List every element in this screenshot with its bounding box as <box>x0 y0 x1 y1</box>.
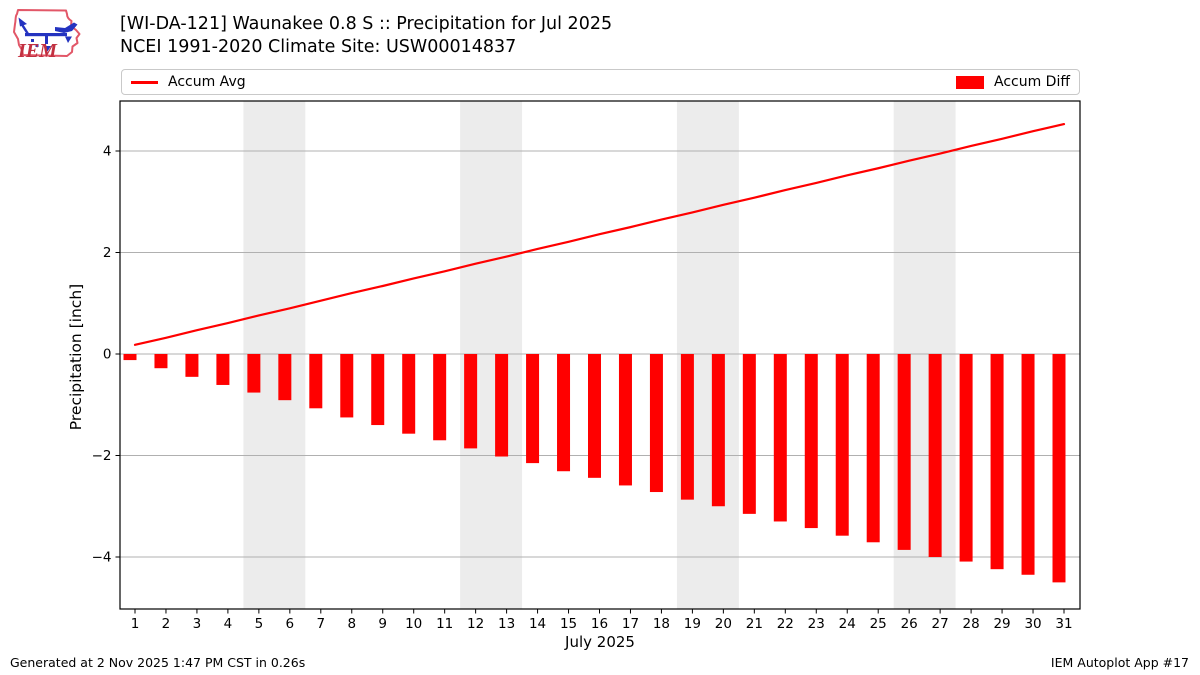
svg-text:20: 20 <box>715 616 732 632</box>
svg-text:4: 4 <box>103 144 112 160</box>
accum-avg-label: Accum Avg <box>168 74 246 90</box>
svg-text:28: 28 <box>963 616 980 632</box>
generated-timestamp: Generated at 2 Nov 2025 1:47 PM CST in 0… <box>10 655 306 670</box>
svg-text:0: 0 <box>103 347 112 363</box>
chart-subtitle: NCEI 1991-2020 Climate Site: USW00014837 <box>120 37 517 57</box>
x-axis-label: July 2025 <box>565 633 635 651</box>
svg-text:4: 4 <box>224 616 233 632</box>
accum-diff-rect-swatch <box>955 75 984 89</box>
svg-text:16: 16 <box>591 616 608 632</box>
legend: Accum Avg Accum Diff <box>121 69 1080 95</box>
legend-item-accum-diff: Accum Diff <box>955 74 1070 90</box>
accum-avg-line-swatch <box>131 80 158 84</box>
y-axis-label: Precipitation [inch] <box>67 283 85 431</box>
svg-text:2: 2 <box>162 616 171 632</box>
svg-text:−2: −2 <box>92 448 112 464</box>
svg-text:1: 1 <box>131 616 140 632</box>
svg-text:14: 14 <box>529 616 546 632</box>
y-tick-labels: 4 2 0 −2 −4 <box>92 144 112 566</box>
svg-text:13: 13 <box>498 616 515 632</box>
svg-text:26: 26 <box>901 616 918 632</box>
svg-text:23: 23 <box>808 616 825 632</box>
svg-text:19: 19 <box>684 616 701 632</box>
svg-text:5: 5 <box>255 616 264 632</box>
accum-diff-bars <box>123 354 1066 583</box>
svg-text:17: 17 <box>622 616 639 632</box>
svg-text:18: 18 <box>653 616 670 632</box>
legend-item-accum-avg: Accum Avg <box>131 74 246 90</box>
svg-text:22: 22 <box>777 616 794 632</box>
svg-text:9: 9 <box>378 616 387 632</box>
app-credit: IEM Autoplot App #17 <box>1050 655 1189 670</box>
x-tick-labels: 1 2 3 4 5 6 7 8 9 10 11 12 13 14 15 16 17 18 19 20 21 22 23 24 2… <box>131 616 1073 632</box>
weather-vane-icon <box>18 17 78 52</box>
svg-text:6: 6 <box>286 616 295 632</box>
svg-text:8: 8 <box>347 616 356 632</box>
svg-text:10: 10 <box>405 616 422 632</box>
svg-text:29: 29 <box>993 616 1010 632</box>
title-block: [WI-DA-121] Waunakee 0.8 S :: Precipitat… <box>120 13 612 59</box>
svg-text:25: 25 <box>870 616 887 632</box>
chart-title: [WI-DA-121] Waunakee 0.8 S :: Precipitat… <box>120 14 613 34</box>
y-tick-marks <box>115 150 120 558</box>
svg-text:7: 7 <box>317 616 326 632</box>
accum-diff-label: Accum Diff <box>993 74 1070 90</box>
svg-text:3: 3 <box>193 616 202 632</box>
svg-text:12: 12 <box>467 616 484 632</box>
svg-text:21: 21 <box>746 616 763 632</box>
svg-text:−4: −4 <box>92 550 112 566</box>
svg-text:11: 11 <box>436 616 453 632</box>
svg-text:15: 15 <box>560 616 577 632</box>
iem-logo-text: IEM <box>17 40 58 62</box>
iowa-outline-icon <box>13 9 81 57</box>
x-tick-marks <box>134 609 1065 614</box>
accum-avg-line <box>133 123 1066 346</box>
iem-logo: IEM <box>13 9 81 62</box>
svg-text:27: 27 <box>932 616 949 632</box>
svg-text:31: 31 <box>1055 616 1072 632</box>
svg-text:24: 24 <box>839 616 856 632</box>
svg-text:30: 30 <box>1024 616 1041 632</box>
svg-text:2: 2 <box>103 245 112 261</box>
